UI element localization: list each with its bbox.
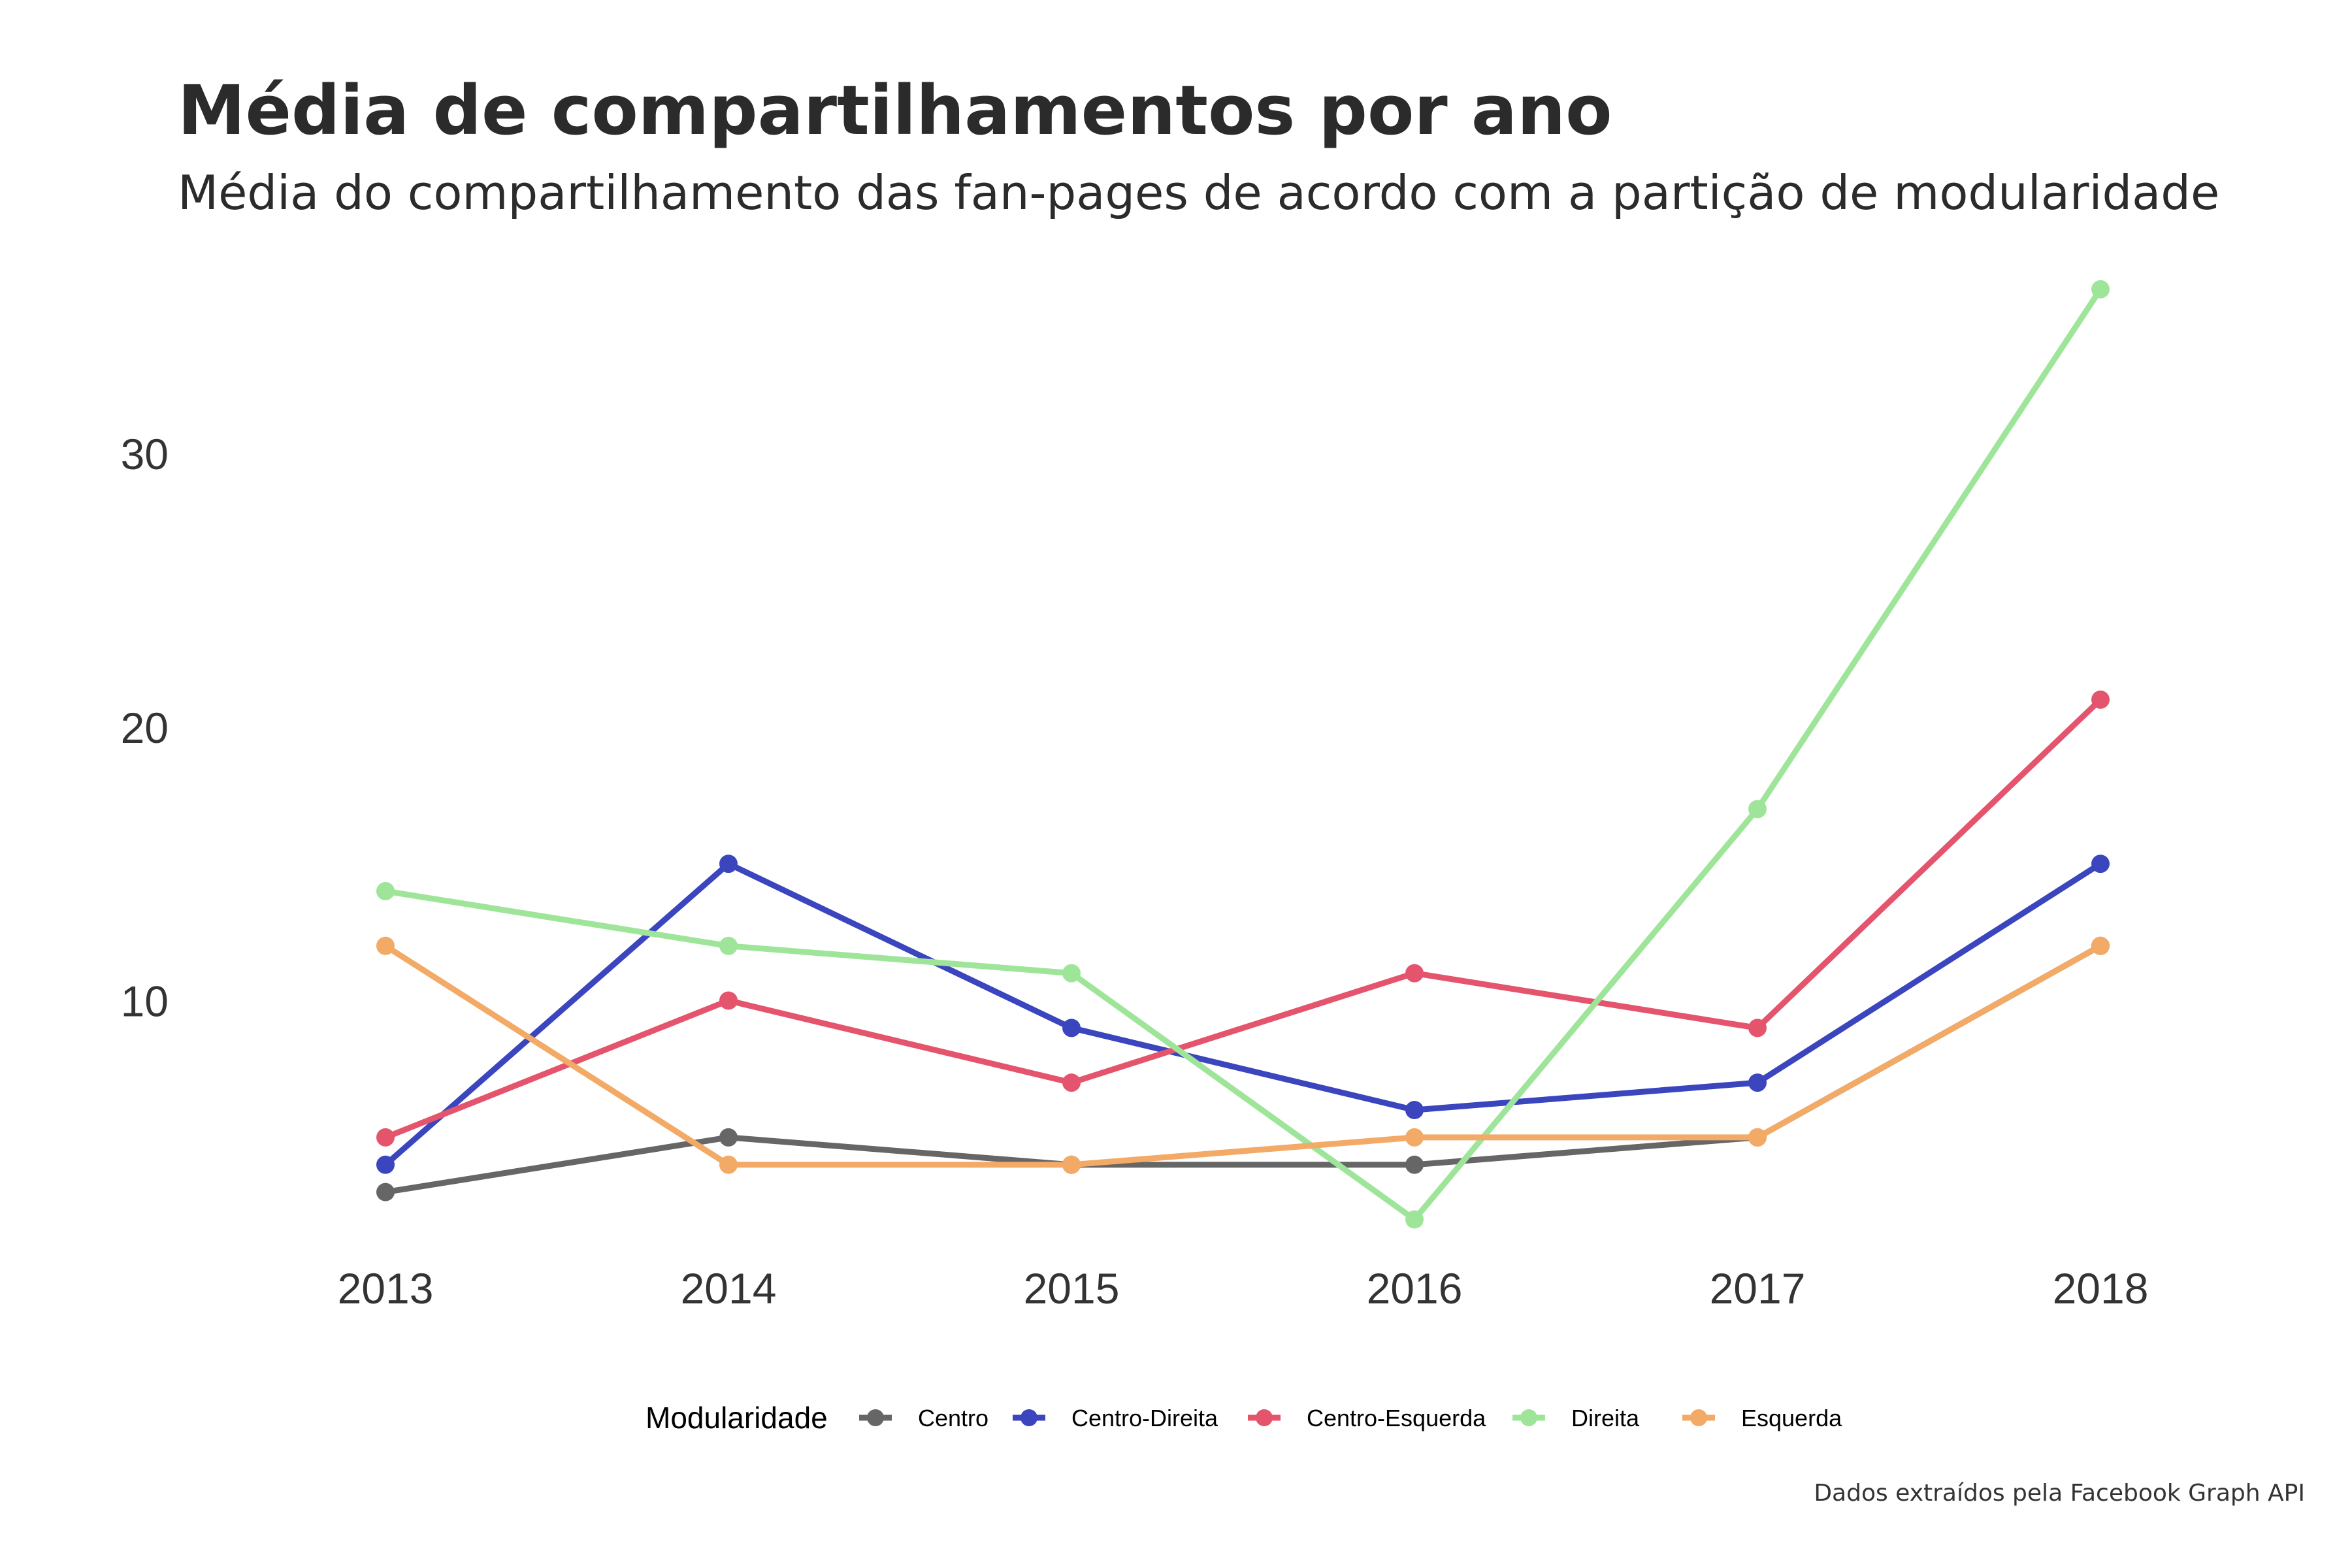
legend-key-point — [867, 1409, 884, 1426]
series-line-centro-direita — [382, 860, 2104, 1168]
plot-area — [376, 280, 2110, 1229]
legend-key-point — [1256, 1409, 1273, 1426]
series-centro-esquerda — [376, 690, 2110, 1147]
data-point-esquerda — [1062, 1155, 1081, 1174]
data-point-centro-esquerda — [376, 1128, 395, 1147]
legend-label: Centro-Esquerda — [1307, 1405, 1486, 1431]
data-point-direita — [1405, 1210, 1424, 1229]
legend-key-point — [1690, 1409, 1707, 1426]
data-point-esquerda — [1405, 1128, 1424, 1147]
legend-item-esquerda: Esquerda — [1682, 1405, 1842, 1431]
data-point-centro — [719, 1128, 738, 1147]
series-line-esquerda — [382, 943, 2104, 1168]
x-tick-label: 2015 — [1024, 1264, 1120, 1313]
legend-title: Modularidade — [645, 1401, 828, 1435]
data-point-esquerda — [719, 1155, 738, 1174]
x-axis: 2013 2014 2015 2016 2017 2018 — [338, 1264, 2149, 1313]
data-point-centro-direita — [719, 855, 738, 874]
y-tick-label: 20 — [121, 704, 169, 752]
legend-label: Direita — [1571, 1405, 1640, 1431]
data-point-centro-direita — [2091, 855, 2110, 874]
x-tick-label: 2017 — [1710, 1264, 1806, 1313]
data-point-centro-direita — [1062, 1019, 1081, 1037]
legend: Modularidade Centro Centro-Direita Centro-… — [645, 1401, 1842, 1435]
data-point-esquerda — [2091, 936, 2110, 955]
legend-key-point — [1021, 1409, 1037, 1426]
data-point-centro — [1405, 1155, 1424, 1174]
data-point-centro-esquerda — [719, 991, 738, 1010]
legend-item-centro: Centro — [859, 1405, 988, 1431]
chart-caption: Dados extraídos pela Facebook Graph API — [1814, 1480, 2305, 1507]
series-centro-direita — [376, 855, 2110, 1174]
legend-key-point — [1520, 1409, 1537, 1426]
legend-label: Centro-Direita — [1071, 1405, 1218, 1431]
data-point-direita — [2091, 280, 2110, 299]
data-point-direita — [1062, 964, 1081, 983]
legend-item-centro-direita: Centro-Direita — [1013, 1405, 1218, 1431]
data-point-centro-esquerda — [2091, 690, 2110, 709]
data-point-centro-direita — [1748, 1073, 1767, 1092]
y-tick-label: 30 — [121, 430, 169, 478]
chart-subtitle: Média do compartilhamento das fan-pages … — [178, 165, 2219, 220]
data-point-direita — [376, 882, 395, 901]
data-point-esquerda — [376, 936, 395, 955]
data-point-esquerda — [1748, 1128, 1767, 1147]
legend-item-direita: Direita — [1512, 1405, 1640, 1431]
legend-label: Centro — [918, 1405, 988, 1431]
x-tick-label: 2018 — [2053, 1264, 2149, 1313]
series-direita — [376, 280, 2110, 1229]
y-axis: 10 20 30 — [121, 430, 169, 1025]
chart-title: Média de compartilhamentos por ano — [178, 71, 1612, 150]
data-point-centro-direita — [1405, 1101, 1424, 1120]
series-line-centro-esquerda — [382, 696, 2104, 1141]
data-point-centro-esquerda — [1405, 964, 1424, 983]
data-point-centro-esquerda — [1062, 1073, 1081, 1092]
data-point-centro — [376, 1183, 395, 1201]
x-tick-label: 2013 — [338, 1264, 434, 1313]
legend-label: Esquerda — [1741, 1405, 1842, 1431]
series-esquerda — [376, 936, 2110, 1174]
legend-item-centro-esquerda: Centro-Esquerda — [1248, 1405, 1486, 1431]
x-tick-label: 2016 — [1367, 1264, 1463, 1313]
series-line-direita — [382, 286, 2104, 1222]
data-point-centro-esquerda — [1748, 1019, 1767, 1037]
data-point-direita — [1748, 800, 1767, 819]
x-tick-label: 2014 — [681, 1264, 777, 1313]
y-tick-label: 10 — [121, 977, 169, 1026]
data-point-centro-direita — [376, 1155, 395, 1174]
data-point-direita — [719, 936, 738, 955]
